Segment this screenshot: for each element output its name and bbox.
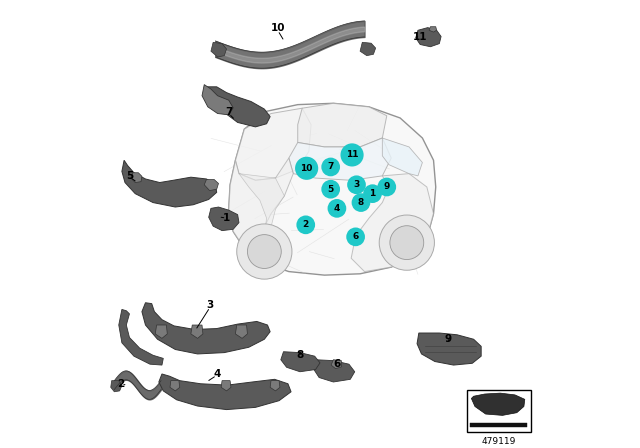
Polygon shape xyxy=(119,310,163,365)
Polygon shape xyxy=(331,360,341,369)
Polygon shape xyxy=(204,179,218,190)
Text: 10: 10 xyxy=(271,22,285,33)
Polygon shape xyxy=(298,103,387,147)
Polygon shape xyxy=(209,207,239,231)
Polygon shape xyxy=(228,158,293,263)
FancyBboxPatch shape xyxy=(467,390,531,432)
Polygon shape xyxy=(122,160,217,207)
Text: 7: 7 xyxy=(225,107,232,117)
Polygon shape xyxy=(416,28,441,47)
Polygon shape xyxy=(156,325,167,338)
Circle shape xyxy=(237,224,292,279)
Text: 1: 1 xyxy=(369,189,376,198)
Circle shape xyxy=(296,215,315,234)
Text: 4: 4 xyxy=(213,369,220,379)
Text: 9: 9 xyxy=(383,182,390,191)
Polygon shape xyxy=(351,174,433,271)
Polygon shape xyxy=(159,374,291,409)
Circle shape xyxy=(340,143,364,167)
Text: 11: 11 xyxy=(413,31,428,42)
Text: 5: 5 xyxy=(328,185,334,194)
Polygon shape xyxy=(202,85,233,115)
Circle shape xyxy=(248,235,281,268)
Circle shape xyxy=(346,228,365,246)
Text: 2: 2 xyxy=(303,220,309,229)
Text: 11: 11 xyxy=(346,151,358,159)
Circle shape xyxy=(321,180,340,198)
Polygon shape xyxy=(270,381,280,391)
Text: 8: 8 xyxy=(297,350,304,360)
Circle shape xyxy=(380,215,435,270)
Text: 2: 2 xyxy=(117,379,125,389)
Polygon shape xyxy=(289,138,391,180)
Circle shape xyxy=(378,178,396,196)
Polygon shape xyxy=(472,393,525,415)
Text: 7: 7 xyxy=(328,163,334,172)
Polygon shape xyxy=(314,360,355,382)
Text: 5: 5 xyxy=(126,171,134,181)
Polygon shape xyxy=(239,174,284,247)
Text: 6: 6 xyxy=(333,359,340,369)
Polygon shape xyxy=(382,138,422,176)
Polygon shape xyxy=(170,381,180,391)
Text: 6: 6 xyxy=(353,233,359,241)
Polygon shape xyxy=(417,333,481,365)
Polygon shape xyxy=(111,381,122,392)
Circle shape xyxy=(328,199,346,218)
Text: 8: 8 xyxy=(358,198,364,207)
Text: 3: 3 xyxy=(207,300,214,310)
Polygon shape xyxy=(211,42,227,57)
Circle shape xyxy=(321,158,340,177)
Polygon shape xyxy=(228,103,436,275)
Polygon shape xyxy=(142,303,270,354)
Polygon shape xyxy=(281,352,320,372)
Polygon shape xyxy=(191,325,203,338)
Circle shape xyxy=(347,176,366,194)
Polygon shape xyxy=(470,423,527,427)
Circle shape xyxy=(295,157,318,180)
Text: 9: 9 xyxy=(445,334,452,344)
Text: 3: 3 xyxy=(353,180,360,189)
Polygon shape xyxy=(236,108,311,180)
Polygon shape xyxy=(207,87,270,127)
Polygon shape xyxy=(429,27,436,32)
Polygon shape xyxy=(360,42,376,56)
Polygon shape xyxy=(236,325,248,338)
Polygon shape xyxy=(131,173,142,182)
Text: 1: 1 xyxy=(223,213,230,223)
Text: 479119: 479119 xyxy=(482,437,516,446)
Text: 4: 4 xyxy=(333,204,340,213)
Circle shape xyxy=(390,226,424,259)
Polygon shape xyxy=(221,381,231,391)
Text: 10: 10 xyxy=(300,164,313,173)
Circle shape xyxy=(351,193,371,212)
Circle shape xyxy=(363,184,382,203)
